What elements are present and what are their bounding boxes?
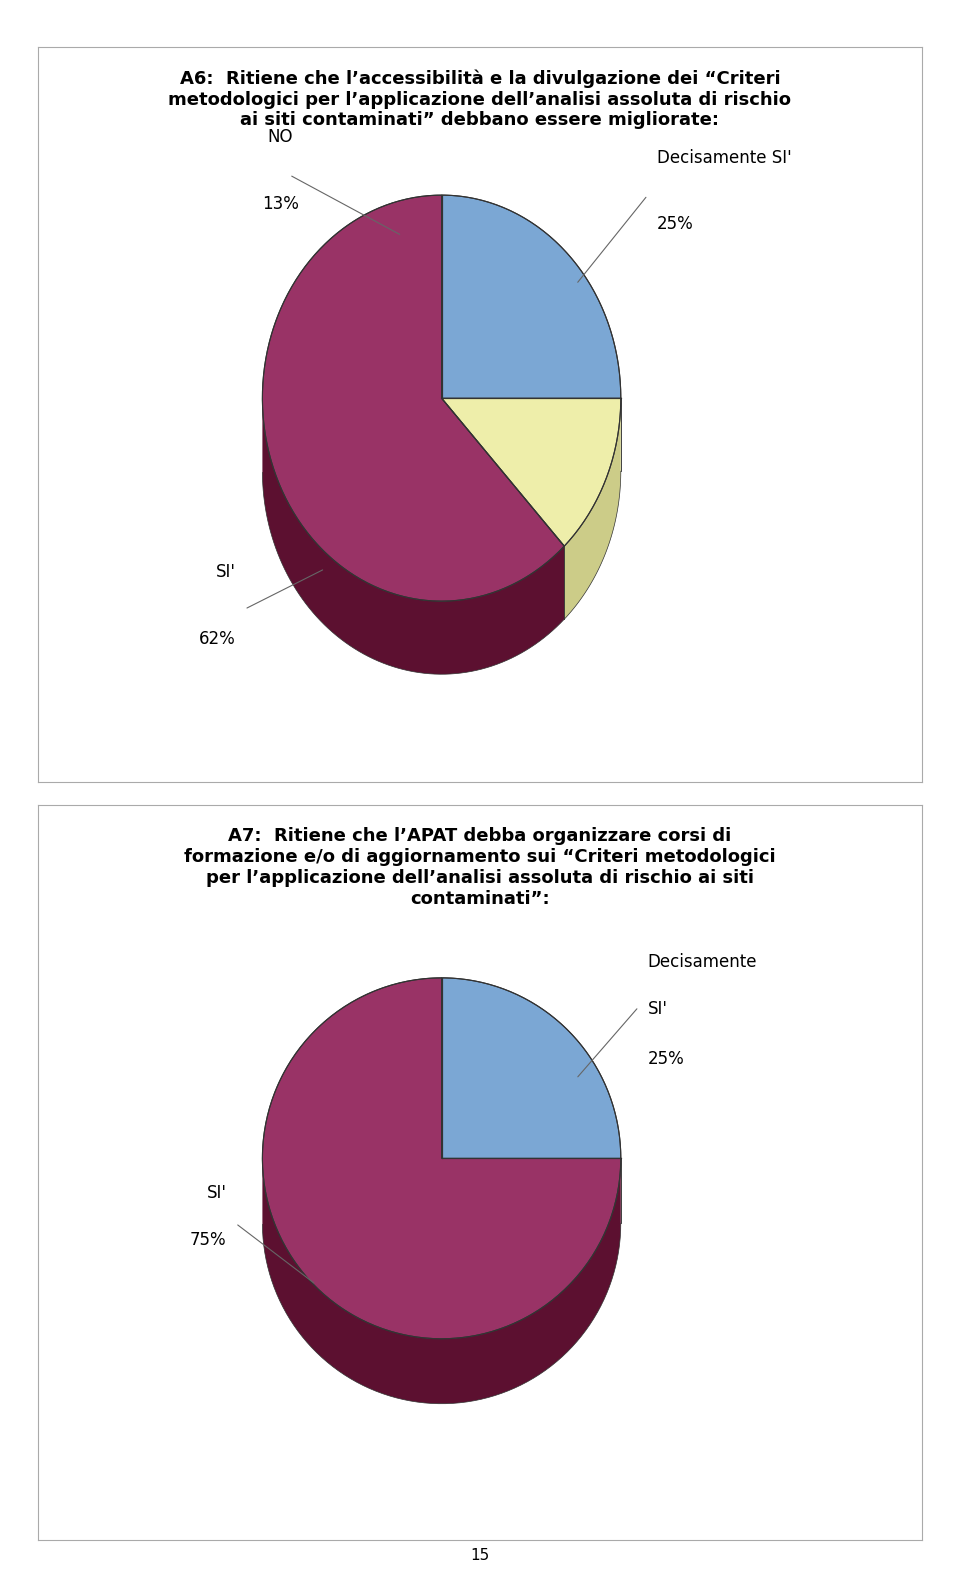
Text: 25%: 25% — [657, 215, 693, 234]
Text: 75%: 75% — [190, 1230, 227, 1249]
Text: 25%: 25% — [648, 1050, 684, 1067]
Polygon shape — [442, 398, 621, 546]
Polygon shape — [262, 977, 621, 1339]
Text: 13%: 13% — [262, 196, 299, 213]
Text: NO: NO — [268, 128, 293, 147]
Polygon shape — [262, 399, 564, 674]
Text: SI': SI' — [216, 562, 235, 581]
Polygon shape — [442, 196, 621, 398]
Polygon shape — [564, 398, 621, 619]
Text: 15: 15 — [470, 1549, 490, 1563]
Text: 62%: 62% — [199, 630, 235, 647]
Polygon shape — [262, 1159, 621, 1404]
Polygon shape — [442, 977, 621, 1159]
Text: Decisamente: Decisamente — [648, 952, 757, 971]
Text: A7:  Ritiene che l’APAT debba organizzare corsi di
formazione e/o di aggiornamen: A7: Ritiene che l’APAT debba organizzare… — [184, 827, 776, 908]
Text: Decisamente SI': Decisamente SI' — [657, 148, 791, 167]
Text: A6:  Ritiene che l’accessibilità e la divulgazione dei “Criteri
metodologici per: A6: Ritiene che l’accessibilità e la div… — [169, 69, 791, 129]
Text: SI': SI' — [206, 1184, 227, 1202]
Text: SI': SI' — [648, 1000, 668, 1017]
Polygon shape — [262, 196, 564, 602]
